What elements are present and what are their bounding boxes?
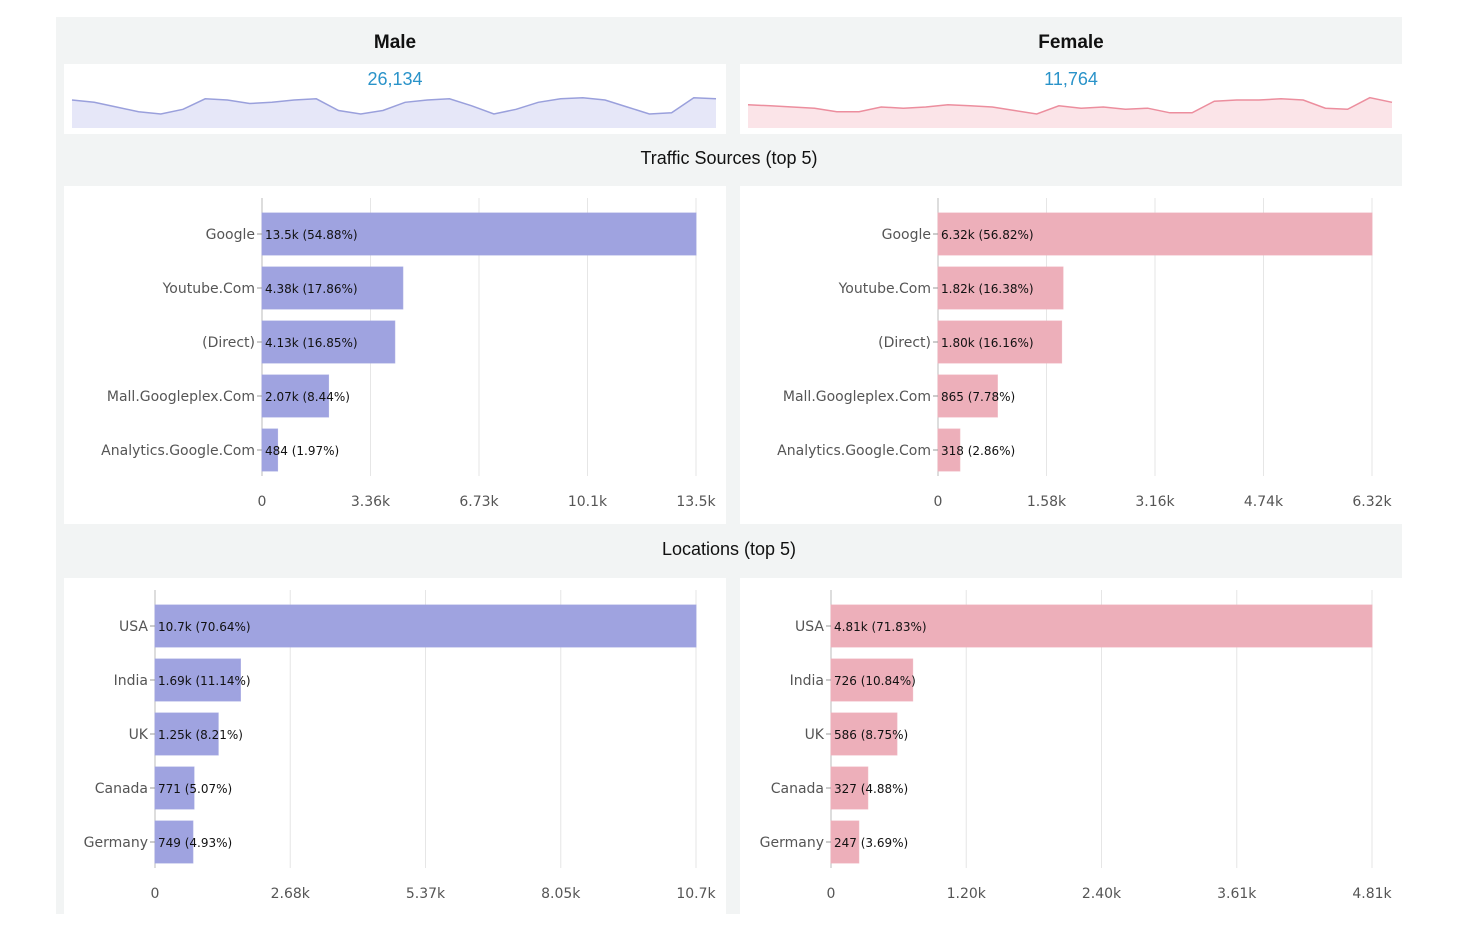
female-locations-x-tick-label: 3.61k [1217,886,1257,902]
female-traffic-category-label: (Direct) [878,335,931,351]
female-kpi-value: 11,764 [1044,69,1098,89]
male-traffic-chart: 0 3.36k 6.73k 10.1k 13.5k Google 13.5k (54.88%… [101,198,717,510]
female-locations-data-label: 726 (10.84%) [834,674,916,688]
male-traffic-data-label: 13.5k (54.88%) [265,228,358,242]
female-locations-category-label: Canada [771,781,824,797]
female-locations-x-tick-label: 0 [827,886,836,902]
female-traffic-category-label: Analytics.Google.Com [777,443,931,459]
male-locations-x-tick-label: 8.05k [541,886,581,902]
female-traffic-x-tick-label: 1.58k [1027,494,1067,510]
female-locations-category-label: UK [805,727,825,743]
female-locations-bar [830,766,869,810]
female-locations-bar [830,658,914,702]
male-traffic-data-label: 4.13k (16.85%) [265,336,358,350]
female-kpi-panel: 11,764 [740,64,1402,134]
male-traffic-panel: 0 3.36k 6.73k 10.1k 13.5k Google 13.5k (54.88%… [64,186,726,524]
female-traffic-data-label: 318 (2.86%) [941,444,1015,458]
female-traffic-category-label: Youtube.Com [838,281,931,297]
female-traffic-x-tick-label: 0 [934,494,943,510]
female-sparkline-line [747,96,1393,115]
female-traffic-x-tick-label: 6.32k [1352,494,1392,510]
female-locations-chart: 0 1.20k 2.40k 3.61k 4.81k USA 4.81k (71.83%) In… [760,590,1393,902]
female-header: Female [1038,32,1104,53]
female-locations-panel: 0 1.20k 2.40k 3.61k 4.81k USA 4.81k (71.83%) In… [740,578,1402,914]
female-traffic-bar [937,212,1373,256]
female-locations-bar [830,820,860,864]
male-locations-x-tick-label: 0 [151,886,160,902]
male-kpi-panel: 26,134 [64,64,726,134]
female-sparkline [747,96,1393,128]
female-locations-data-label: 327 (4.88%) [834,782,908,796]
male-traffic-category-label: Youtube.Com [162,281,255,297]
female-traffic-data-label: 6.32k (56.82%) [941,228,1034,242]
male-sparkline-line [71,96,717,115]
female-traffic-data-label: 1.82k (16.38%) [941,282,1034,296]
female-traffic-x-tick-label: 3.16k [1135,494,1175,510]
female-traffic-bar [937,320,1063,364]
male-locations-category-label: UK [129,727,149,743]
female-locations-data-label: 4.81k (71.83%) [834,620,927,634]
male-traffic-category-label: Analytics.Google.Com [101,443,255,459]
male-locations-data-label: 771 (5.07%) [158,782,232,796]
male-traffic-category-label: (Direct) [202,335,255,351]
female-locations-x-tick-label: 2.40k [1082,886,1122,902]
female-traffic-data-label: 1.80k (16.16%) [941,336,1034,350]
male-traffic-data-label: 484 (1.97%) [265,444,339,458]
male-traffic-x-tick-label: 6.73k [459,494,499,510]
male-locations-x-tick-label: 5.37k [406,886,446,902]
male-locations-category-label: India [114,673,148,689]
female-traffic-category-label: Mall.Googleplex.Com [783,389,931,405]
female-sparkline-area [748,97,1392,128]
male-locations-category-label: USA [119,619,148,635]
female-locations-x-tick-label: 4.81k [1352,886,1392,902]
male-traffic-x-tick-label: 13.5k [676,494,716,510]
male-locations-x-tick-label: 10.7k [676,886,716,902]
female-locations-category-label: India [790,673,824,689]
male-traffic-x-tick-label: 10.1k [568,494,608,510]
female-locations-category-label: USA [795,619,824,635]
male-locations-chart: 0 2.68k 5.37k 8.05k 10.7k USA 10.7k (70.64%) In… [84,590,717,902]
female-locations-category-label: Germany [760,835,824,851]
male-kpi-value: 26,134 [367,69,423,89]
female-locations-data-label: 586 (8.75%) [834,728,908,742]
male-locations-bar [154,820,194,864]
male-traffic-x-tick-label: 0 [258,494,267,510]
male-traffic-data-label: 4.38k (17.86%) [265,282,358,296]
locations-header: Locations (top 5) [661,539,797,559]
female-locations-x-tick-label: 1.20k [947,886,987,902]
female-locations-data-label: 247 (3.69%) [834,836,908,850]
male-traffic-data-label: 2.07k (8.44%) [265,390,350,404]
male-locations-bar [154,604,697,648]
female-traffic-data-label: 865 (7.78%) [941,390,1015,404]
male-locations-data-label: 1.25k (8.21%) [158,728,243,742]
traffic-sources-header: Traffic Sources (top 5) [640,148,818,168]
male-header: Male [373,32,417,53]
male-traffic-category-label: Mall.Googleplex.Com [107,389,255,405]
female-traffic-bar [937,266,1064,310]
male-locations-data-label: 10.7k (70.64%) [158,620,251,634]
female-locations-bar [830,604,1373,648]
male-locations-category-label: Germany [84,835,148,851]
male-locations-category-label: Canada [95,781,148,797]
male-sparkline-area [72,97,716,128]
male-locations-x-tick-label: 2.68k [271,886,311,902]
female-traffic-bar [937,374,998,418]
male-locations-bar [154,712,219,756]
female-traffic-category-label: Google [882,227,931,243]
female-traffic-chart: 0 1.58k 3.16k 4.74k 6.32k Google 6.32k (56.82%… [777,198,1393,510]
male-locations-data-label: 1.69k (11.14%) [158,674,251,688]
male-sparkline [71,96,717,128]
female-locations-bar [830,712,898,756]
female-traffic-panel: 0 1.58k 3.16k 4.74k 6.32k Google 6.32k (56.82%… [740,186,1402,524]
male-traffic-x-tick-label: 3.36k [351,494,391,510]
male-locations-data-label: 749 (4.93%) [158,836,232,850]
male-traffic-bar [261,374,330,418]
male-traffic-category-label: Google [206,227,255,243]
female-traffic-x-tick-label: 4.74k [1244,494,1284,510]
male-traffic-bar [261,266,404,310]
male-locations-panel: 0 2.68k 5.37k 8.05k 10.7k USA 10.7k (70.64%) In… [64,578,726,914]
